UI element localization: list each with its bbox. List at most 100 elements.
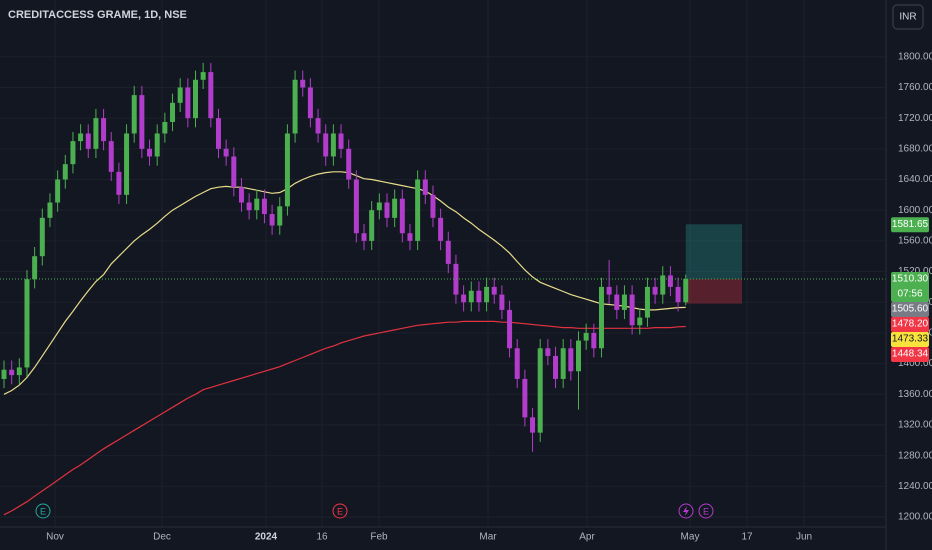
candle-body (124, 133, 130, 195)
event-icon[interactable] (35, 503, 51, 519)
event-icon[interactable] (332, 503, 348, 519)
candle-body (116, 171, 122, 195)
candle-body (553, 355, 559, 379)
candle-body (85, 133, 91, 149)
candle-body (537, 348, 543, 433)
candle-body (55, 179, 61, 203)
candle-body (330, 133, 336, 157)
price-badge (891, 301, 929, 317)
candle-body (491, 286, 497, 295)
price-badge (891, 346, 929, 362)
candle-body (415, 179, 421, 241)
currency-button[interactable] (892, 4, 924, 30)
candle-body (614, 294, 620, 310)
candle-body (284, 133, 290, 207)
event-icon[interactable] (698, 503, 714, 519)
candle-body (277, 206, 283, 226)
candle-body (392, 198, 398, 218)
candle-body (231, 156, 237, 188)
candle-body (445, 240, 451, 264)
candle-body (70, 141, 76, 165)
candle-body (108, 141, 114, 172)
symbol-title: CREDITACCESS GRAME, 1D, NSE (8, 9, 187, 21)
stop-zone (685, 278, 742, 304)
candle-body (644, 286, 650, 318)
candle-body (177, 87, 183, 103)
candle-body (660, 275, 666, 295)
candle-body (667, 275, 673, 287)
y-tick-label: 1560.00 (898, 236, 932, 247)
event-icons: E E E (35, 503, 714, 519)
candle-body (32, 256, 38, 280)
candle-body (147, 148, 153, 157)
y-tick-label: 1200.00 (898, 512, 932, 523)
y-tick-label: 1400.00 (898, 358, 932, 369)
y-tick-label: 1320.00 (898, 420, 932, 431)
candle-body (62, 164, 68, 180)
candle-body (101, 118, 107, 142)
candle-body (629, 294, 635, 326)
candle-body (223, 148, 229, 157)
candle-body (384, 202, 390, 218)
candle-body (361, 233, 367, 241)
candle-body (369, 210, 375, 241)
x-tick-label: Feb (370, 532, 388, 543)
event-label: E (337, 506, 343, 516)
moving-average (3, 171, 686, 395)
x-tick-label: Jun (796, 532, 812, 543)
candle-body (215, 118, 221, 149)
candle-body (683, 278, 689, 303)
candle-body (591, 332, 597, 349)
candle-body (438, 217, 444, 241)
y-tick-label: 1240.00 (898, 481, 932, 492)
candle-body (568, 348, 574, 372)
candle-body (246, 202, 252, 211)
candle-body (292, 79, 298, 134)
candle-body (376, 202, 382, 211)
x-tick-label: 2024 (255, 532, 278, 543)
candle-body (637, 317, 643, 326)
candle-body (139, 95, 145, 149)
price-badge-label: 1505.60 (892, 304, 929, 315)
candle-body (576, 340, 581, 372)
candle-body (39, 217, 45, 257)
candle-body (545, 348, 551, 356)
x-tick-label: 17 (741, 532, 753, 543)
candle-body (47, 202, 53, 218)
candle-body (353, 179, 359, 234)
y-tick-label: 1280.00 (898, 450, 932, 461)
candle-body (484, 286, 490, 303)
price-badge-label: 1581.65 (892, 219, 929, 230)
y-tick-label: 1360.00 (898, 389, 932, 400)
candle-body (675, 286, 681, 303)
candle-body (93, 118, 99, 149)
candle-body (78, 133, 84, 142)
candle-body (1, 369, 7, 379)
candle-body (16, 367, 22, 376)
candle-body (453, 263, 459, 295)
x-tick-label: Mar (479, 532, 497, 543)
x-tick-label: 16 (316, 532, 328, 543)
currency-label[interactable]: INR (899, 12, 916, 23)
candle-body (238, 187, 244, 203)
candle-body (606, 286, 612, 295)
candle-body (131, 95, 137, 134)
countdown: 07:56 (897, 289, 922, 300)
candle-body (24, 279, 30, 368)
y-tick-label: 1680.00 (898, 143, 932, 154)
candle-body (652, 286, 658, 295)
candle-body (507, 309, 513, 349)
price-badge (891, 271, 929, 302)
price-badge-label: 1473.33 (892, 334, 929, 345)
price-badge-label: 1448.34 (892, 349, 929, 360)
plot (0, 62, 886, 516)
price-badge (891, 316, 929, 332)
x-tick-label: Dec (153, 532, 171, 543)
candle-body (461, 294, 467, 303)
x-tick-label: Nov (46, 532, 64, 543)
y-tick-label: 1760.00 (898, 82, 932, 93)
y-tick-label: 1640.00 (898, 174, 932, 185)
lightning (683, 506, 689, 516)
